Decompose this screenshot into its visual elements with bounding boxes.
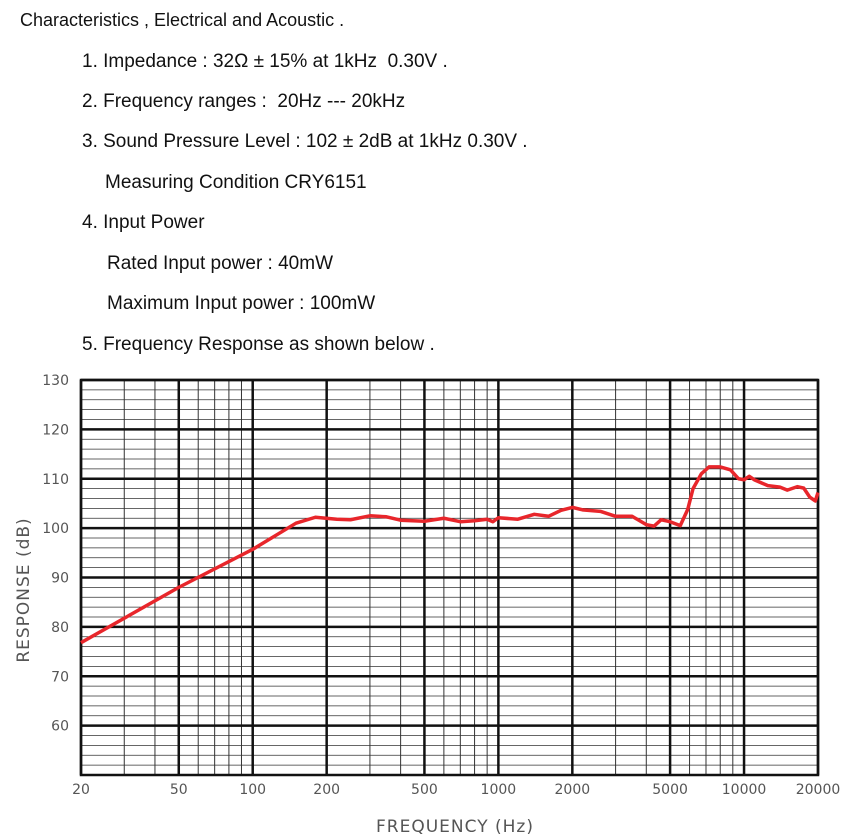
x-tick-label: 1000: [481, 782, 517, 798]
y-tick-label: 100: [42, 521, 69, 537]
x-axis-label: FREQUENCY (Hz): [376, 817, 534, 837]
x-tick-label: 50: [170, 782, 188, 798]
x-tick-label: 20000: [796, 782, 841, 798]
x-tick-label: 20: [72, 782, 90, 798]
y-tick-label: 130: [42, 373, 69, 389]
line: 5. Frequency Response as shown below .: [82, 334, 435, 355]
y-tick-label: 60: [51, 719, 69, 735]
line: 1. Impedance : 32Ω ± 15% at 1kHz 0.30V .: [82, 51, 448, 72]
line: Rated Input power : 40mW: [107, 253, 333, 274]
y-tick-label: 120: [42, 422, 69, 438]
x-tick-label: 500: [411, 782, 438, 798]
y-tick-label: 80: [51, 620, 69, 636]
y-tick-label: 110: [42, 472, 69, 488]
x-tick-label: 100: [239, 782, 266, 798]
y-tick-label: 90: [51, 571, 69, 587]
x-tick-label: 10000: [722, 782, 767, 798]
x-tick-label: 200: [313, 782, 340, 798]
heading: Characteristics , Electrical and Acousti…: [20, 10, 345, 30]
y-axis-label: RESPONSE (dB): [14, 517, 34, 662]
x-tick-label: 5000: [652, 782, 688, 798]
line: Maximum Input power : 100mW: [107, 293, 376, 314]
line: 4. Input Power: [82, 212, 205, 233]
line: Measuring Condition CRY6151: [105, 172, 367, 193]
plot-frame: [79, 378, 820, 777]
line: 2. Frequency ranges : 20Hz --- 20kHz: [82, 91, 406, 112]
x-tick-label: 2000: [555, 782, 591, 798]
response-curve: [80, 465, 820, 645]
line: 3. Sound Pressure Level : 102 ± 2dB at 1…: [82, 131, 528, 152]
y-tick-label: 70: [51, 669, 69, 685]
